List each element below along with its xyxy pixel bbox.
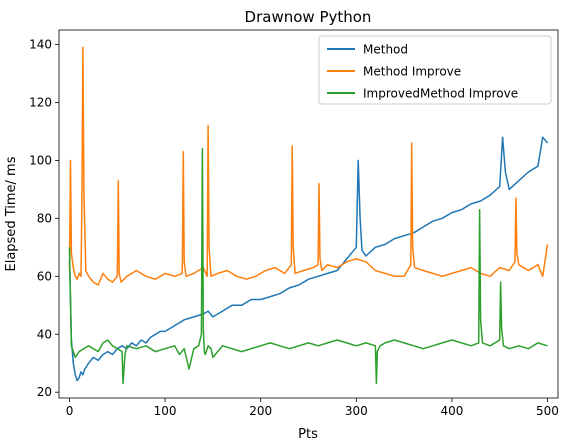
legend: Method Method Improve ImprovedMethod Impro… xyxy=(318,35,552,105)
legend-label: Method xyxy=(363,43,408,57)
series-line-3 xyxy=(68,148,548,385)
axes: 0 100 200 300 400 500 20 40 60 80 100 120 140 xyxy=(29,29,559,418)
y-tick-label: 60 xyxy=(37,269,52,283)
y-tick-label: 80 xyxy=(37,211,52,225)
plot-area xyxy=(68,46,549,385)
x-tick-label: 500 xyxy=(536,404,559,418)
legend-label: ImprovedMethod Improve xyxy=(363,87,518,101)
legend-box xyxy=(318,35,552,105)
legend-label: Method Improve xyxy=(363,65,461,79)
x-tick-label: 0 xyxy=(66,404,74,418)
x-tick-label: 300 xyxy=(345,404,368,418)
y-tick-label: 140 xyxy=(29,37,52,51)
x-tick-label: 100 xyxy=(154,404,177,418)
axes-frame xyxy=(58,29,559,399)
y-tick-label: 20 xyxy=(37,385,52,399)
y-tick-label: 40 xyxy=(37,327,52,341)
chart-title: Drawnow Python xyxy=(245,8,372,26)
series-line-1 xyxy=(68,136,549,382)
x-axis-label: Pts xyxy=(298,427,318,442)
x-tick-label: 200 xyxy=(249,404,272,418)
y-axis-label: Elapsed Time/ ms xyxy=(4,156,19,271)
y-tick-label: 100 xyxy=(29,153,52,167)
x-tick-label: 400 xyxy=(440,404,463,418)
series-line-2 xyxy=(68,46,549,286)
y-tick-label: 120 xyxy=(29,95,52,109)
